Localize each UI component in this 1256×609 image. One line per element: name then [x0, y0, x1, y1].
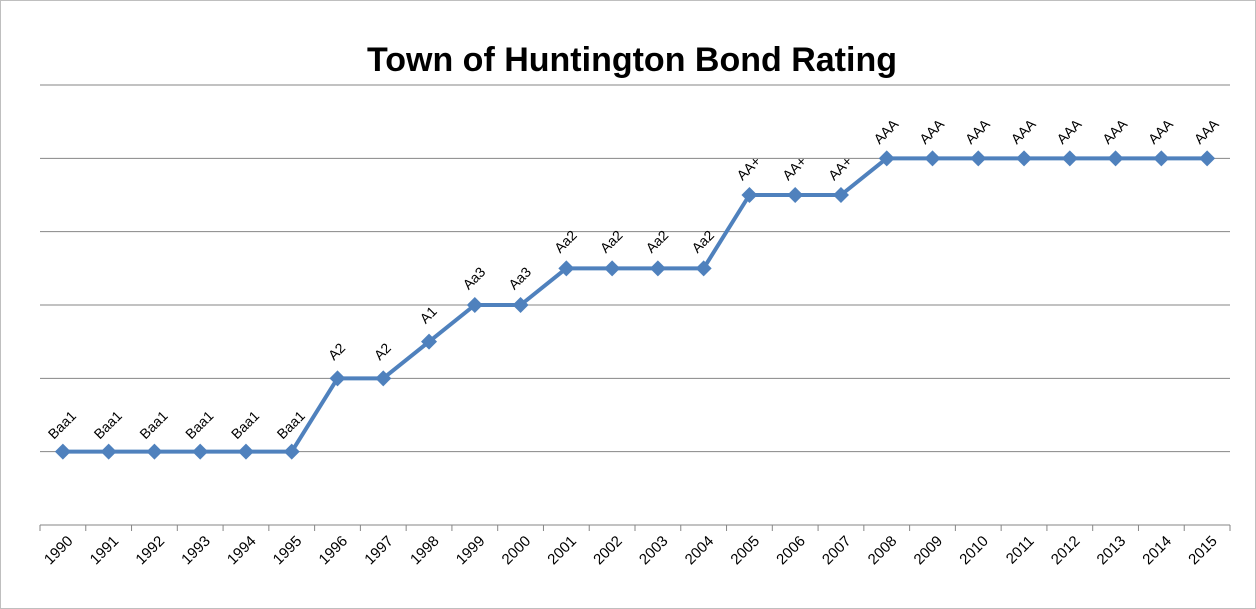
data-point	[924, 150, 941, 167]
data-point	[787, 187, 804, 203]
data-point	[237, 443, 254, 460]
data-point	[283, 443, 300, 460]
data-point	[512, 297, 529, 313]
data-point	[329, 370, 346, 387]
data-point	[1153, 150, 1170, 167]
data-point	[604, 260, 621, 277]
data-point	[649, 260, 666, 277]
data-point	[558, 260, 575, 277]
data-point	[421, 333, 438, 350]
data-point	[970, 150, 987, 167]
data-point	[54, 443, 71, 460]
data-point	[375, 370, 392, 387]
data-point	[1199, 150, 1216, 167]
chart-title: Town of Huntington Bond Rating	[367, 41, 897, 79]
data-point	[466, 297, 483, 313]
data-point	[1016, 150, 1033, 167]
data-point	[1107, 150, 1124, 167]
data-point	[1061, 150, 1078, 167]
data-point	[741, 187, 758, 203]
data-point	[146, 443, 163, 460]
data-point	[192, 443, 209, 460]
data-point	[832, 187, 849, 203]
data-point	[695, 260, 712, 277]
data-point	[100, 443, 117, 460]
data-point	[878, 150, 895, 167]
